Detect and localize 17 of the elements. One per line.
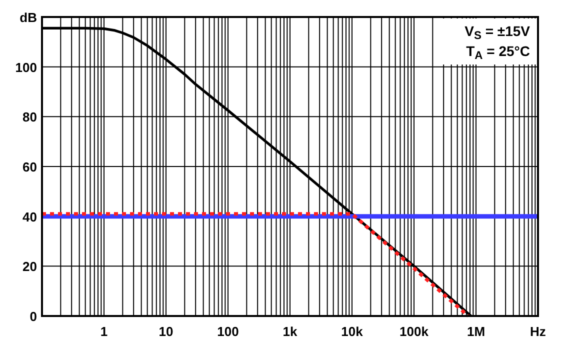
y-tick-label: 100 — [15, 60, 37, 75]
y-tick-label: dB — [20, 10, 37, 25]
x-tick-label: 100k — [400, 324, 430, 339]
x-tick-label: 100 — [217, 324, 239, 339]
y-tick-label: 80 — [22, 110, 37, 125]
annotation: V$_{S}$ = ±15V — [464, 23, 531, 42]
x-tick-label: 1 — [100, 324, 108, 339]
y-tick-label: 60 — [22, 160, 37, 174]
x-tick-label: 1k — [282, 324, 298, 339]
x-tick-label: 10k — [341, 324, 364, 339]
x-tick-label: 10 — [158, 324, 174, 339]
x-tick-label: 1M — [466, 324, 486, 339]
annotation: T$_{A}$ = 25°C — [466, 43, 530, 62]
y-tick-label: 40 — [22, 209, 37, 224]
y-tick-label: 0 — [30, 309, 37, 324]
x-tick-label: Hz — [530, 324, 546, 339]
y-tick-label: 20 — [22, 259, 37, 274]
